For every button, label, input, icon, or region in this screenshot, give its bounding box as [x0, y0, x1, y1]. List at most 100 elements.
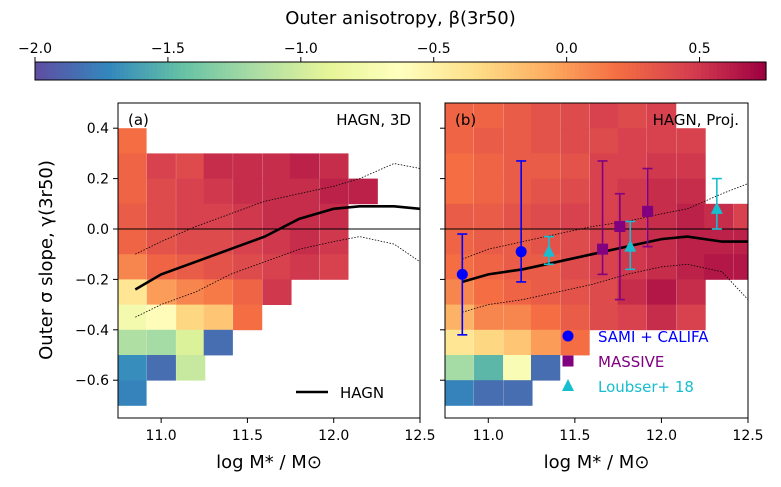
colorbar-segment [35, 62, 40, 80]
heatmap-cell [530, 229, 561, 255]
colorbar-segment [246, 62, 251, 80]
heatmap-cell [146, 304, 176, 331]
y-tick-label: 0.2 [87, 172, 109, 188]
colorbar-tick-label: 0.0 [556, 41, 578, 57]
colorbar-segment [116, 62, 121, 80]
colorbar-segment [473, 62, 479, 80]
colorbar-segment [144, 62, 150, 80]
panel-title: HAGN, 3D [336, 111, 411, 129]
panel-frame [117, 102, 421, 419]
heatmap-cell [647, 153, 677, 179]
heatmap-cell [445, 153, 474, 179]
colorbar-segment [652, 62, 657, 80]
colorbar-segment [449, 62, 454, 80]
colorbar-segment [717, 62, 722, 80]
colorbar-segment [636, 62, 641, 80]
heatmap-cell [676, 304, 706, 331]
colorbar-segment [282, 62, 288, 80]
heatmap-cell [233, 254, 263, 280]
colorbar-segment [502, 62, 507, 80]
colorbar-segment [347, 62, 353, 80]
heatmap-cell [473, 153, 504, 179]
colorbar-segment [217, 62, 223, 80]
colorbar-segment [229, 62, 235, 80]
heatmap-cell [530, 304, 561, 331]
colorbar-segment [461, 62, 467, 80]
colorbar-segment [173, 62, 178, 80]
colorbar-segment [156, 62, 162, 80]
colorbar-segment [631, 62, 637, 80]
heatmap-cell [676, 178, 706, 205]
y-tick-label: −0.4 [75, 323, 109, 339]
colorbar-segment [169, 62, 174, 80]
colorbar-segment [567, 62, 572, 80]
heatmap-cell [319, 254, 349, 280]
heatmap-cell [473, 128, 504, 154]
heatmap-cell [560, 229, 590, 255]
colorbar-segment [294, 62, 300, 80]
colorbar-segment [59, 62, 65, 80]
colorbar-segment [67, 62, 73, 80]
colorbar-segment [238, 62, 243, 80]
heatmap-cell [445, 355, 474, 381]
colorbar-segment [368, 62, 373, 80]
colorbar-segment [372, 62, 377, 80]
colorbar-segment [319, 62, 324, 80]
heatmap-cell [146, 254, 176, 280]
colorbar-segment [733, 62, 739, 80]
colorbar-segment [197, 62, 203, 80]
colorbar-segment [644, 62, 649, 80]
colorbar-segment [591, 62, 597, 80]
colorbar-segment [104, 62, 109, 80]
x-axis-label: log M* / M⊙ [544, 452, 650, 473]
colorbar-segment [587, 62, 592, 80]
colorbar-segment [55, 62, 60, 80]
heatmap-cell [676, 128, 706, 154]
heatmap-cell [176, 329, 206, 356]
colorbar-segment [753, 62, 759, 80]
colorbar-segment [189, 62, 194, 80]
colorbar-segment [725, 62, 731, 80]
heatmap-cell [146, 229, 176, 255]
colorbar-segment [550, 62, 556, 80]
colorbar-segment [108, 62, 113, 80]
colorbar-segment [648, 62, 653, 80]
colorbar-segment [493, 62, 499, 80]
data-point [624, 239, 637, 252]
heatmap-cell [647, 128, 677, 154]
x-tick-label: 12.0 [646, 428, 677, 444]
colorbar-tick-label: −1.5 [151, 41, 185, 57]
colorbar-segment [481, 62, 487, 80]
heatmap-cell [503, 103, 533, 129]
colorbar-segment [656, 62, 662, 80]
heatmap-cell [560, 128, 590, 154]
heatmap-cell [176, 279, 206, 305]
heatmap-cell [176, 355, 206, 381]
heatmap-cell [445, 229, 474, 255]
colorbar-segment [75, 62, 81, 80]
colorbar-segment [562, 62, 568, 80]
colorbar-segment [672, 62, 678, 80]
colorbar-segment [404, 62, 410, 80]
colorbar-segment [611, 62, 617, 80]
heatmap-cell [589, 254, 620, 280]
colorbar-segment [384, 62, 389, 80]
heatmap-cell [445, 304, 474, 331]
colorbar-segment [408, 62, 414, 80]
heatmap-cell [676, 153, 706, 179]
colorbar-tick-label: −2.0 [18, 41, 52, 57]
heatmap-cell [530, 279, 561, 305]
colorbar-segment [396, 62, 402, 80]
colorbar-segment [709, 62, 714, 80]
colorbar-segment [164, 62, 170, 80]
heatmap-cell [146, 153, 176, 179]
heatmap-cell [530, 329, 561, 356]
colorbar-segment [148, 62, 154, 80]
colorbar-segment [640, 62, 645, 80]
percentile-upper-line [135, 163, 420, 255]
colorbar-segment [526, 62, 532, 80]
colorbar-segment [160, 62, 166, 80]
colorbar-segment [424, 62, 430, 80]
colorbar-segment [185, 62, 190, 80]
heatmap-cell [118, 229, 147, 255]
